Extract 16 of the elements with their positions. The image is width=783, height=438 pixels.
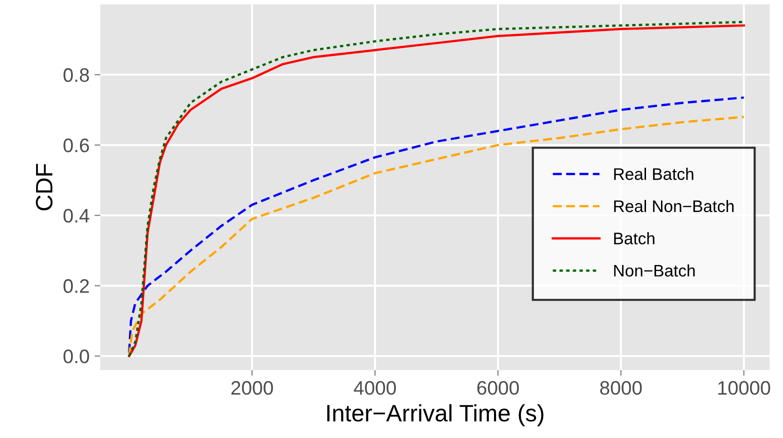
y-tick-label: 0.0 xyxy=(64,350,90,364)
y-axis-title: CDF xyxy=(36,164,53,210)
x-tick-label: 6000 xyxy=(477,381,519,395)
y-tick-label: 0.6 xyxy=(64,138,89,152)
y-tick-label: 0.8 xyxy=(64,68,89,82)
y-tick-label: 0.2 xyxy=(64,279,89,293)
x-tick-label: 2000 xyxy=(231,381,273,395)
x-tick-label: 10000 xyxy=(718,381,770,395)
y-tick-label: 0.4 xyxy=(64,208,90,223)
x-axis-title: Inter−Arrival Time (s) xyxy=(327,404,544,426)
legend-label: Non−Batch xyxy=(614,264,695,277)
legend-label: Real Batch xyxy=(614,168,694,180)
legend-label: Batch xyxy=(614,232,654,244)
legend-label: Real Non−Batch xyxy=(614,200,734,212)
x-tick-label: 8000 xyxy=(600,381,642,395)
x-tick-label: 4000 xyxy=(354,381,396,395)
